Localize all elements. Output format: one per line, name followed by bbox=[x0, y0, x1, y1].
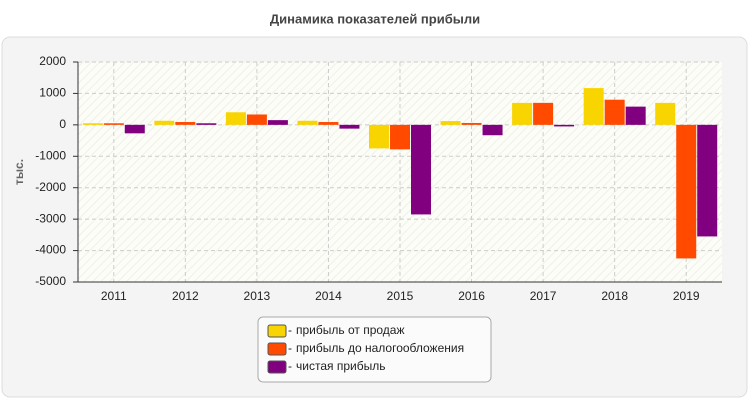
bar bbox=[246, 114, 267, 125]
y-axis-label: тыс. bbox=[12, 159, 26, 185]
bar bbox=[103, 123, 124, 125]
bar bbox=[339, 124, 360, 129]
legend-dash: - bbox=[288, 323, 292, 337]
bar bbox=[225, 112, 246, 125]
plot-area bbox=[78, 62, 722, 282]
legend bbox=[257, 316, 492, 383]
bar bbox=[697, 124, 718, 237]
bar bbox=[411, 124, 431, 215]
bar bbox=[196, 123, 217, 125]
x-tick-label: 2018 bbox=[601, 289, 628, 303]
y-tick-label: 2000 bbox=[39, 54, 66, 68]
legend-dash: - bbox=[288, 341, 292, 355]
bar bbox=[533, 102, 554, 125]
x-tick-label: 2012 bbox=[172, 289, 199, 303]
x-tick-label: 2013 bbox=[244, 289, 271, 303]
bar bbox=[318, 122, 339, 125]
bar bbox=[390, 124, 410, 150]
bar bbox=[554, 124, 575, 127]
y-tick-label: -4000 bbox=[35, 243, 66, 257]
chart-title: Динамика показателей прибыли bbox=[270, 11, 480, 26]
y-tick-label: -5000 bbox=[35, 274, 66, 288]
bar bbox=[655, 102, 676, 125]
bar bbox=[482, 124, 503, 136]
legend-label: чистая прибыль bbox=[296, 359, 385, 373]
x-tick-label: 2017 bbox=[530, 289, 557, 303]
x-tick-label: 2019 bbox=[673, 289, 700, 303]
legend-label: прибыль до налогообложения bbox=[296, 341, 464, 355]
bar bbox=[82, 123, 103, 125]
bar bbox=[440, 121, 461, 125]
y-tick-label: -1000 bbox=[35, 148, 66, 162]
y-tick-label: 0 bbox=[59, 117, 66, 131]
legend-swatch bbox=[267, 324, 287, 338]
legend-swatch bbox=[267, 342, 287, 356]
bar bbox=[297, 120, 318, 125]
bar bbox=[604, 99, 625, 125]
legend-label: прибыль от продаж bbox=[296, 323, 405, 337]
legend-swatch bbox=[267, 360, 287, 374]
bar bbox=[154, 120, 175, 125]
bar bbox=[512, 102, 533, 125]
bar bbox=[369, 124, 389, 149]
x-tick-label: 2014 bbox=[315, 289, 342, 303]
bar bbox=[124, 124, 145, 134]
y-tick-label: -3000 bbox=[35, 211, 66, 225]
x-tick-label: 2011 bbox=[101, 289, 127, 303]
x-tick-label: 2015 bbox=[387, 289, 414, 303]
bar bbox=[583, 88, 604, 125]
bar bbox=[676, 124, 697, 259]
bar bbox=[175, 122, 196, 125]
bar bbox=[625, 106, 646, 125]
x-tick-label: 2016 bbox=[458, 289, 485, 303]
y-tick-label: -2000 bbox=[35, 180, 66, 194]
legend-dash: - bbox=[288, 359, 292, 373]
bar bbox=[461, 122, 482, 125]
y-tick-label: 1000 bbox=[39, 86, 66, 100]
bar bbox=[267, 120, 288, 125]
